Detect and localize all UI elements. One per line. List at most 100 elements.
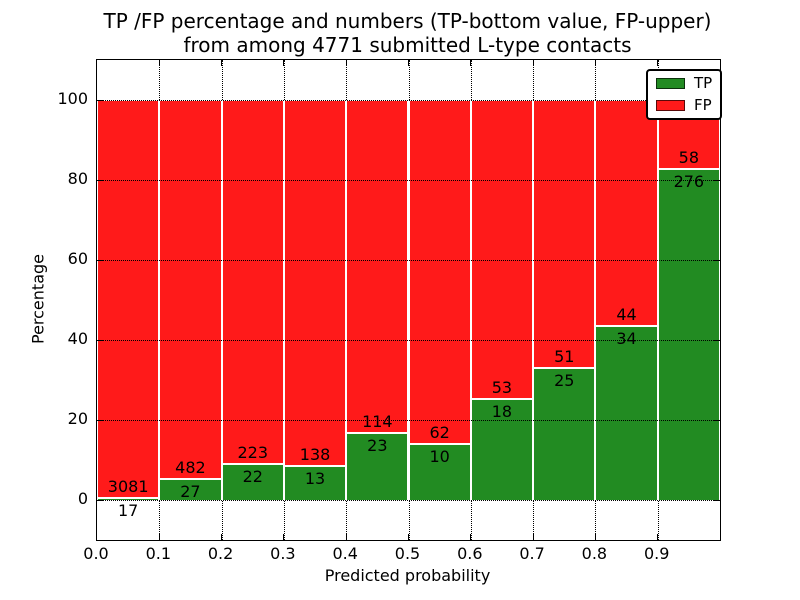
fp-count-label: 53	[491, 377, 513, 397]
tp-count-label: 23	[367, 435, 388, 455]
x-tick-mark	[408, 60, 409, 66]
x-tick-label: 0.8	[581, 544, 608, 563]
x-tick-mark	[345, 534, 347, 540]
tp-bar-segment	[97, 497, 160, 500]
fp-bar-segment	[159, 100, 222, 479]
tp-legend-label: TP	[694, 74, 713, 92]
chart-title: TP /FP percentage and numbers (TP-bottom…	[96, 9, 719, 57]
x-tick-mark	[221, 534, 223, 540]
x-tick-mark	[594, 60, 596, 66]
x-tick-mark	[408, 534, 409, 540]
x-tick-mark	[657, 60, 659, 66]
x-tick-mark	[283, 534, 285, 540]
x-tick-label: 0.3	[270, 544, 296, 563]
x-tick-mark	[532, 60, 534, 66]
y-tick-label: 80	[67, 169, 88, 188]
y-tick-mark	[97, 99, 103, 101]
x-tick-label: 0.9	[643, 544, 670, 563]
legend-item-tp: TP	[656, 76, 712, 91]
x-tick-mark	[470, 60, 472, 66]
x-tick-label: 0.6	[457, 544, 483, 563]
y-gridline	[97, 100, 720, 101]
y-gridline	[97, 340, 720, 341]
y-tick-mark	[714, 179, 720, 181]
tp-bar-segment	[283, 465, 347, 500]
y-tick-mark	[714, 499, 720, 501]
chart-title-line-1: TP /FP percentage and numbers (TP-bottom…	[103, 9, 712, 33]
tp-bar-segment	[159, 478, 222, 500]
y-gridline	[97, 180, 720, 181]
fp-count-label: 62	[429, 423, 450, 443]
y-tick-mark	[97, 419, 103, 421]
y-tick-mark	[97, 259, 103, 261]
fp-bar-segment	[470, 100, 534, 399]
tp-bar-segment	[408, 444, 471, 500]
legend-item-fp: FP	[656, 98, 712, 113]
tp-count-label: 22	[242, 467, 263, 487]
x-tick-label: 0.0	[83, 544, 109, 563]
x-axis-label: Predicted probability	[324, 566, 491, 585]
tp-bar-segment	[221, 464, 284, 500]
fp-count-label: 3081	[107, 476, 149, 496]
fp-count-label: 58	[678, 148, 700, 168]
fp-count-label: 44	[616, 304, 637, 324]
y-gridline	[97, 500, 720, 501]
fp-count-label: 114	[362, 411, 393, 431]
tp-bar-segment	[595, 325, 658, 500]
plot-area: TP FP 3081 17 482 27 223 22 138 13 114 23 62 10 53 18…	[96, 59, 723, 541]
x-tick-mark	[657, 534, 659, 540]
tp-bar-segment	[533, 368, 596, 500]
fp-bar-segment	[408, 100, 471, 445]
y-tick-label: 40	[67, 329, 88, 348]
y-tick-mark	[97, 179, 103, 181]
y-tick-label: 0	[77, 489, 88, 508]
y-tick-label: 60	[67, 249, 88, 268]
fp-count-label: 51	[554, 347, 575, 367]
x-tick-label: 0.2	[207, 544, 234, 563]
legend: TP FP	[646, 69, 723, 120]
y-gridline	[97, 420, 720, 421]
y-tick-mark	[714, 259, 720, 261]
tp-count-label: 13	[304, 468, 326, 488]
x-tick-mark	[283, 60, 285, 66]
fp-legend-swatch	[656, 100, 685, 111]
y-tick-mark	[97, 499, 103, 501]
fp-bar-segment	[97, 100, 160, 498]
y-tick-mark	[714, 339, 720, 341]
tp-count-label: 10	[429, 447, 450, 467]
tp-count-label: 25	[554, 371, 575, 391]
tp-count-label: 18	[491, 401, 513, 421]
x-tick-mark	[345, 60, 347, 66]
fp-count-label: 482	[175, 457, 206, 477]
tp-bar-segment	[346, 432, 409, 500]
tp-legend-swatch	[656, 78, 685, 89]
x-tick-mark	[532, 534, 534, 540]
tp-count-label: 27	[180, 481, 201, 501]
x-tick-mark	[158, 534, 160, 540]
tp-count-label: 17	[117, 500, 139, 520]
x-tick-label: 0.4	[332, 544, 358, 563]
fp-bar-segment	[595, 100, 658, 326]
tp-count-label: 34	[616, 328, 637, 348]
x-tick-mark	[594, 534, 596, 540]
x-tick-label: 0.7	[519, 544, 545, 563]
x-tick-mark	[221, 60, 223, 66]
fp-bar-segment	[283, 100, 347, 466]
fp-bar-segment	[221, 100, 284, 465]
y-gridline	[97, 260, 720, 261]
fp-legend-label: FP	[694, 96, 712, 114]
x-tick-label: 0.5	[394, 544, 421, 563]
x-tick-mark	[470, 534, 472, 540]
tp-bar-segment	[657, 169, 720, 500]
y-tick-mark	[97, 339, 103, 341]
tp-bar-segment	[470, 398, 534, 500]
fp-bar-segment	[346, 100, 409, 433]
y-tick-label: 20	[67, 409, 88, 428]
tp-count-label: 276	[673, 172, 705, 192]
y-tick-label: 100	[57, 89, 88, 108]
x-tick-label: 0.1	[145, 544, 172, 563]
x-tick-mark	[158, 60, 160, 66]
fp-count-label: 138	[299, 444, 331, 464]
fp-count-label: 223	[237, 443, 269, 463]
